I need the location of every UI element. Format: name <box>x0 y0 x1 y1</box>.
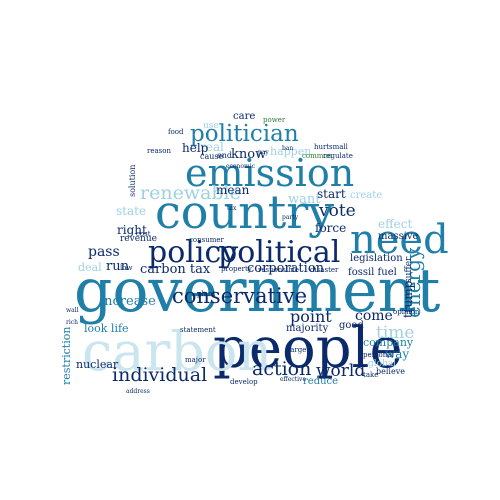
cloud-word: food <box>168 128 184 136</box>
cloud-word: use <box>203 121 219 131</box>
cloud-word: start <box>317 187 346 201</box>
cloud-word: help <box>182 141 209 155</box>
cloud-word: point <box>290 307 332 326</box>
cloud-word: plant <box>197 290 215 298</box>
cloud-word: low <box>120 264 132 272</box>
cloud-word: happen <box>270 145 311 158</box>
cloud-word: way <box>385 347 409 361</box>
cloud-word: country <box>155 185 334 239</box>
cloud-word: force <box>315 221 346 235</box>
cloud-word: party <box>282 214 299 221</box>
cloud-word: good <box>339 320 364 331</box>
cloud-word: care <box>233 111 255 122</box>
cloud-word: hurt <box>314 143 329 151</box>
cloud-word: statement <box>180 326 216 334</box>
cloud-word: major <box>185 356 206 364</box>
cloud-word: company <box>363 336 414 349</box>
cloud-word: rich <box>66 319 78 326</box>
cloud-word: renewable <box>140 182 241 204</box>
cloud-word: state <box>116 204 146 218</box>
cloud-word: effect <box>378 217 412 231</box>
cloud-word: tax <box>227 205 237 212</box>
cloud-word: ban <box>282 145 293 152</box>
cloud-word: restriction <box>60 327 73 385</box>
cloud-word: corporation <box>247 261 325 276</box>
cloud-word: mean <box>216 183 250 197</box>
cloud-word: create <box>350 190 382 201</box>
cloud-word: reason <box>147 147 171 155</box>
cloud-word: emission <box>185 151 354 195</box>
cloud-word: believe <box>376 367 405 376</box>
cloud-word: small <box>329 143 349 151</box>
cloud-word: policy <box>148 235 238 270</box>
cloud-word: need <box>350 217 449 263</box>
cloud-word: wall <box>66 307 79 314</box>
cloud-word: vote <box>318 201 356 221</box>
cloud-word: conservative <box>172 284 307 308</box>
cloud-word: cost <box>136 230 151 238</box>
cloud-word: address <box>126 388 150 395</box>
cloud-word: suffer <box>404 256 414 283</box>
cloud-word: time <box>376 323 414 343</box>
cloud-word: end <box>217 151 232 160</box>
cloud-word: political <box>218 235 340 270</box>
cloud-word: effective <box>280 376 306 383</box>
cloud-word: personal <box>363 351 394 359</box>
cloud-word: politician <box>190 121 299 147</box>
cloud-word: world <box>316 361 365 381</box>
cloud-word: nuclear <box>76 358 119 371</box>
cloud-word: cause <box>200 152 224 161</box>
cloud-word: government <box>74 256 440 326</box>
cloud-word: take <box>363 371 378 379</box>
cloud-word: legislation <box>350 253 403 264</box>
cloud-word: carbon <box>82 320 272 383</box>
cloud-word: look life <box>84 322 129 335</box>
cloud-word: fossil fuel <box>348 267 397 278</box>
cloud-word: individual <box>112 364 207 386</box>
cloud-word: action <box>252 358 311 380</box>
cloud-word: large <box>288 346 306 354</box>
cloud-word: opinion <box>393 308 420 316</box>
cloud-word: revenue <box>120 234 157 244</box>
cloud-word: trump <box>401 280 415 318</box>
cloud-word: real <box>200 140 224 154</box>
cloud-word: people <box>213 316 403 381</box>
cloud-word: economic <box>226 163 256 170</box>
cloud-word: run <box>106 259 130 274</box>
cloud-word: right <box>117 223 147 237</box>
cloud-word: reduce <box>303 376 338 387</box>
cloud-word: want <box>288 192 321 207</box>
cloud-word: pay <box>258 149 269 156</box>
cloud-word: increase <box>100 294 156 309</box>
cloud-word: deal <box>78 261 102 274</box>
cloud-word: massive <box>378 231 419 242</box>
cloud-word: consumer <box>189 236 225 244</box>
cloud-word: power <box>263 116 286 124</box>
cloud-word: develop <box>230 378 258 386</box>
cloud-word: energy <box>401 247 425 318</box>
cloud-word: disaster <box>310 266 339 274</box>
cloud-word: pass <box>88 244 120 260</box>
cloud-word: responsible <box>258 266 299 274</box>
cloud-word: carbon tax <box>140 262 211 277</box>
cloud-word: majority <box>286 323 329 334</box>
cloud-word: regulate <box>323 152 353 160</box>
cloud-word: come <box>355 308 393 324</box>
cloud-word: global <box>368 359 396 369</box>
cloud-word: solution <box>128 165 137 197</box>
cloud-word: know <box>231 147 266 162</box>
cloud-word: property <box>221 265 252 273</box>
cloud-word: common <box>302 152 333 160</box>
